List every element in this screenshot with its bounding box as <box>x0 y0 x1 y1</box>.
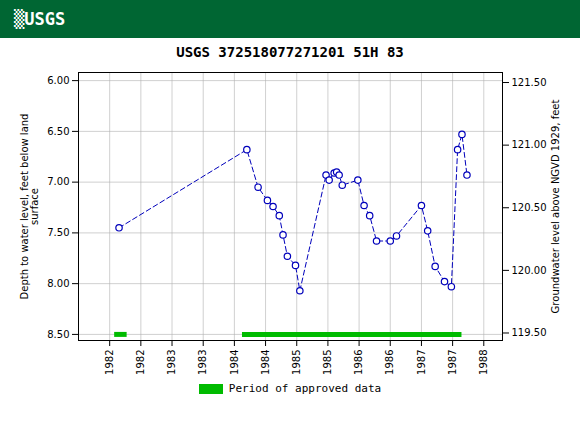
svg-text:121.50: 121.50 <box>512 77 547 88</box>
html-text:USGS 372518077271201 51H 83: USGS 372518077271201 51H 83 <box>176 44 404 60</box>
svg-text:1984: 1984 <box>229 350 240 375</box>
svg-text:1988: 1988 <box>478 350 489 375</box>
svg-text:120.00: 120.00 <box>512 265 547 276</box>
svg-text:1986: 1986 <box>384 350 395 375</box>
svg-text:1982: 1982 <box>135 350 146 375</box>
svg-text:120.50: 120.50 <box>512 202 547 213</box>
svg-text:1983: 1983 <box>166 350 177 375</box>
svg-text:1985: 1985 <box>322 350 333 375</box>
svg-text:1987: 1987 <box>447 350 458 375</box>
svg-text:1986: 1986 <box>353 350 364 375</box>
svg-text:1987: 1987 <box>416 350 427 375</box>
html-text:▒USGS: ▒USGS <box>14 9 66 29</box>
svg-text:6.50: 6.50 <box>47 126 69 137</box>
svg-text:1983: 1983 <box>197 350 208 375</box>
svg-text:121.00: 121.00 <box>512 139 547 150</box>
svg-text:6.00: 6.00 <box>47 75 69 86</box>
svg-text:7.50: 7.50 <box>47 227 69 238</box>
svg-text:Groundwater level above NGVD 1: Groundwater level above NGVD 1929, feet <box>550 100 561 314</box>
svg-text:8.00: 8.00 <box>47 278 69 289</box>
html-text:Period of approved data: Period of approved data <box>228 382 382 395</box>
svg-text:8.50: 8.50 <box>47 329 69 340</box>
svg-text:7.00: 7.00 <box>47 176 69 187</box>
svg-text:119.50: 119.50 <box>512 327 547 338</box>
svg-text:1985: 1985 <box>291 350 302 375</box>
svg-text:1984: 1984 <box>260 350 271 375</box>
svg-text:Depth to water level, feet bel: Depth to water level, feet below landsur… <box>19 114 40 300</box>
svg-text:1982: 1982 <box>104 350 115 375</box>
